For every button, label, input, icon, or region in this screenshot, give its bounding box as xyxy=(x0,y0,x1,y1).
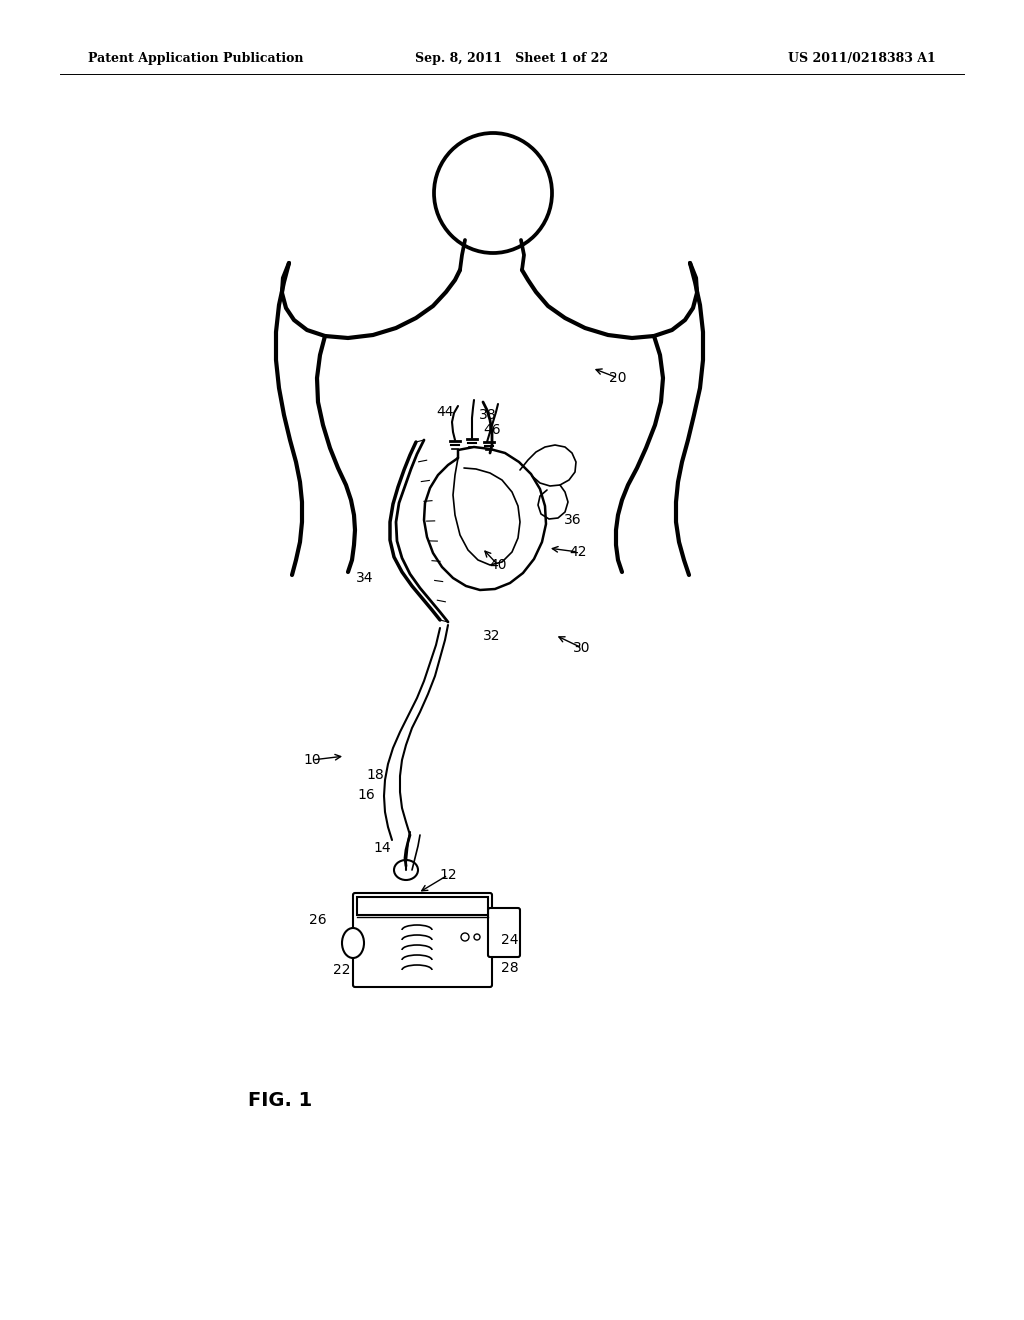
Text: 38: 38 xyxy=(479,408,497,422)
Text: 16: 16 xyxy=(357,788,375,803)
Text: 18: 18 xyxy=(367,768,384,781)
Text: 34: 34 xyxy=(356,572,374,585)
Text: FIG. 1: FIG. 1 xyxy=(248,1090,312,1110)
Text: 46: 46 xyxy=(483,422,501,437)
Text: 44: 44 xyxy=(436,405,454,418)
Text: 30: 30 xyxy=(573,642,591,655)
Text: 36: 36 xyxy=(564,513,582,527)
FancyBboxPatch shape xyxy=(488,908,520,957)
Text: 10: 10 xyxy=(303,752,321,767)
Text: 12: 12 xyxy=(439,869,457,882)
Text: US 2011/0218383 A1: US 2011/0218383 A1 xyxy=(788,51,936,65)
Text: 40: 40 xyxy=(489,558,507,572)
Text: 26: 26 xyxy=(309,913,327,927)
Text: Patent Application Publication: Patent Application Publication xyxy=(88,51,303,65)
Text: 32: 32 xyxy=(483,630,501,643)
FancyBboxPatch shape xyxy=(353,894,492,987)
Text: 28: 28 xyxy=(501,961,519,975)
Text: 42: 42 xyxy=(569,545,587,558)
Bar xyxy=(357,898,488,915)
Text: 24: 24 xyxy=(502,933,519,946)
Text: 14: 14 xyxy=(373,841,391,855)
Text: 20: 20 xyxy=(609,371,627,385)
Text: Sep. 8, 2011   Sheet 1 of 22: Sep. 8, 2011 Sheet 1 of 22 xyxy=(416,51,608,65)
Ellipse shape xyxy=(342,928,364,958)
Text: 22: 22 xyxy=(333,964,351,977)
